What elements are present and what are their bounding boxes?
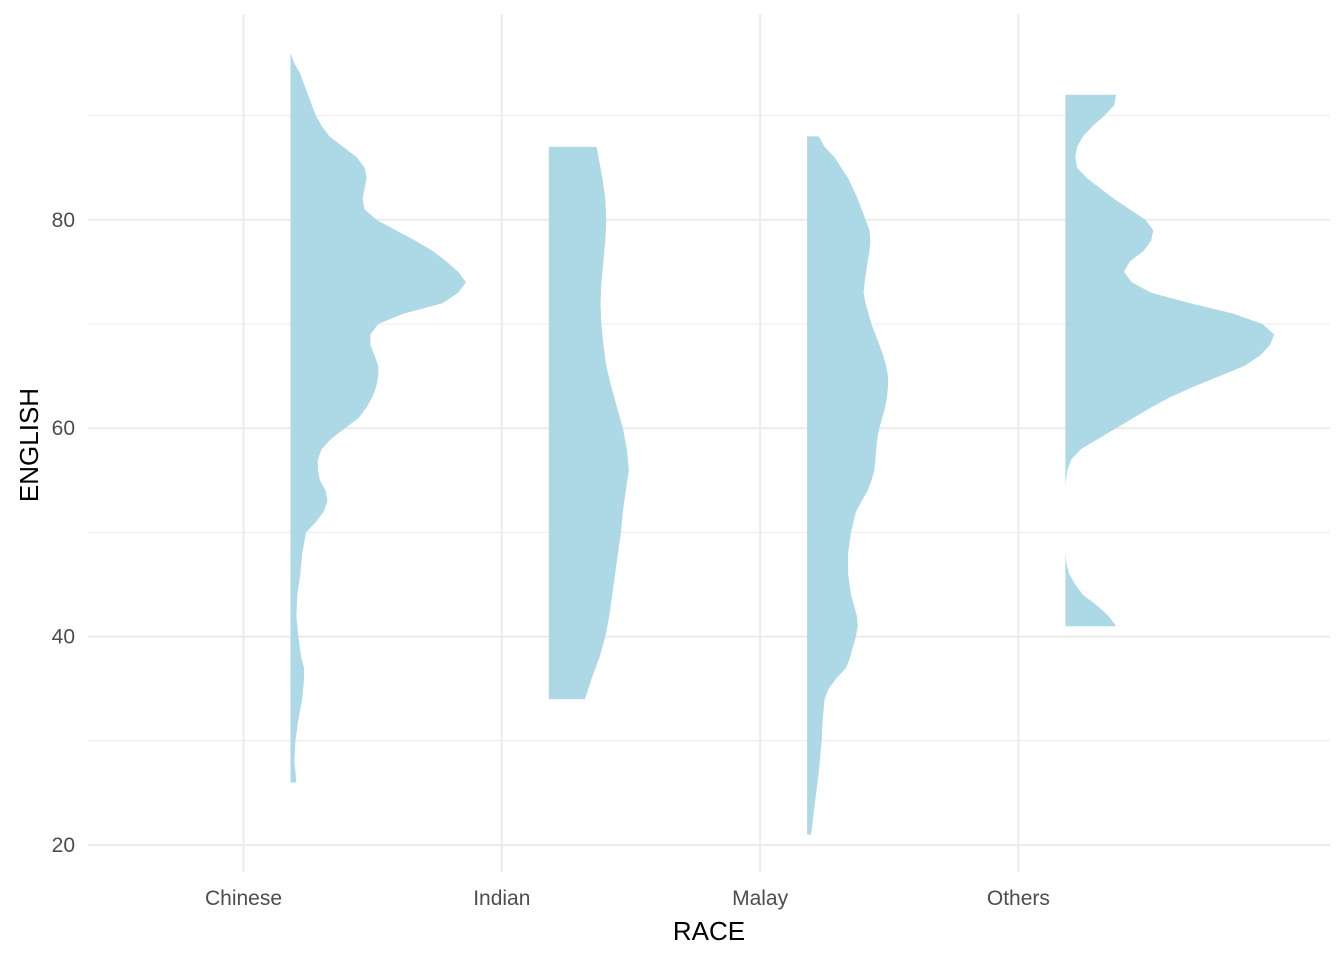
y-axis-tick-labels: 20 40 60 80: [52, 209, 75, 857]
violin-malay: [807, 136, 888, 835]
x-tick-label: Malay: [732, 887, 789, 910]
violin-indian: [548, 146, 629, 700]
y-tick-label: 20: [52, 834, 75, 857]
y-axis-title: ENGLISH: [14, 388, 44, 502]
y-tick-label: 40: [52, 626, 75, 649]
violin-shapes: [290, 53, 1275, 835]
x-tick-label: Others: [987, 887, 1050, 910]
x-axis-title: RACE: [673, 916, 745, 946]
y-tick-label: 80: [52, 209, 75, 232]
violin-others: [1065, 537, 1117, 627]
major-gridlines: [88, 14, 1330, 872]
x-tick-label: Indian: [473, 887, 530, 910]
x-tick-label: Chinese: [205, 887, 282, 910]
violin-chinese: [290, 53, 466, 783]
violin-others: [1065, 94, 1275, 486]
y-tick-label: 60: [52, 417, 75, 440]
x-axis-tick-labels: Chinese Indian Malay Others: [205, 887, 1050, 910]
